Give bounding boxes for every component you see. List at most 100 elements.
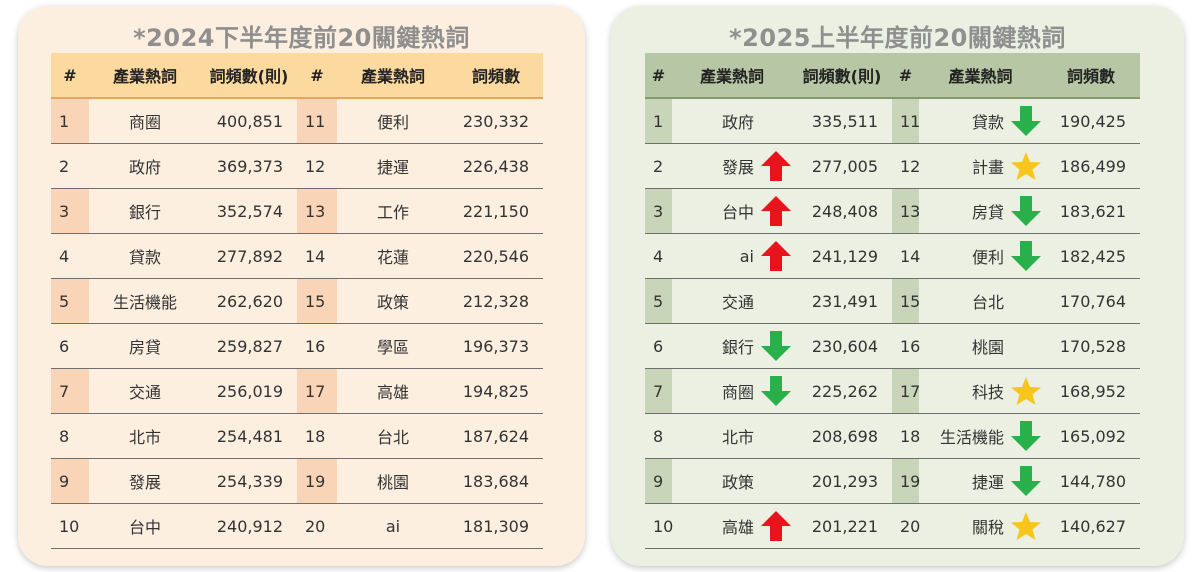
header-count: 詞頻數(則) <box>792 53 892 99</box>
count-cell: 183,621 <box>1042 188 1140 234</box>
table-row: 4 貸款 277,892 14 花蓮 220,546 <box>51 233 543 279</box>
panel-2025h1: *2025上半年度前20關鍵熱詞 # 產業熱詞 詞頻數(則) # 產業熱詞 詞頻… <box>611 6 1184 566</box>
table-row: 6 房貸 259,827 16 學區 196,373 <box>51 323 543 369</box>
keyword-with-trend: 交通 <box>722 285 792 317</box>
keyword-label: ai <box>739 246 754 266</box>
count-cell: 231,491 <box>792 278 892 324</box>
keyword-cell: 交通 <box>672 278 792 324</box>
keyword-cell: 捷運 <box>337 143 449 189</box>
table-row: 10 高雄 201,221 20 關稅 140,627 <box>645 503 1140 549</box>
rank-cell: 12 <box>297 143 337 189</box>
keyword-cell: 生活機能 <box>919 413 1042 459</box>
rank-cell: 8 <box>51 413 89 459</box>
rank-cell: 13 <box>892 188 920 234</box>
rank-cell: 9 <box>51 458 89 504</box>
header-keyword: 產業熱詞 <box>672 53 792 99</box>
table-row: 7 交通 256,019 17 高雄 194,825 <box>51 368 543 414</box>
keyword-label: 台北 <box>971 293 1004 312</box>
rank-cell: 1 <box>645 98 672 144</box>
count-cell: 221,150 <box>449 188 543 234</box>
keyword-label: 台中 <box>721 203 754 222</box>
rank-cell: 11 <box>892 98 920 144</box>
rank-cell: 6 <box>51 323 89 369</box>
rank-cell: 2 <box>645 143 672 189</box>
count-cell: 277,892 <box>201 233 297 279</box>
keyword-cell: 北市 <box>672 413 792 459</box>
arrow-up-icon <box>760 195 792 227</box>
count-cell: 254,339 <box>201 458 297 504</box>
keyword-cell: 桃園 <box>337 458 449 504</box>
arrow-down-icon <box>1010 240 1042 272</box>
header-keyword: 產業熱詞 <box>89 53 201 99</box>
keyword-cell: 貸款 <box>919 98 1042 144</box>
keyword-cell: 桃園 <box>919 323 1042 369</box>
count-cell: 170,528 <box>1042 323 1140 369</box>
arrow-down-icon <box>1010 105 1042 137</box>
keyword-cell: 高雄 <box>337 368 449 414</box>
arrow-down-icon <box>760 375 792 407</box>
table-row: 8 北市 254,481 18 台北 187,624 <box>51 413 543 459</box>
keyword-with-trend: 便利 <box>972 240 1042 272</box>
keyword-cell: 花蓮 <box>337 233 449 279</box>
count-cell: 248,408 <box>792 188 892 234</box>
table-row: 6 銀行 230,604 16 桃園 170,528 <box>645 323 1140 369</box>
table-row: 5 交通 231,491 15 台北 170,764 <box>645 278 1140 324</box>
rank-cell: 10 <box>645 503 673 549</box>
count-cell: 168,952 <box>1042 368 1140 414</box>
count-cell: 201,221 <box>792 503 892 549</box>
keyword-cell: 銀行 <box>672 323 792 369</box>
rank-cell: 17 <box>297 368 337 414</box>
rank-cell: 19 <box>297 458 337 504</box>
rank-cell: 16 <box>892 323 920 369</box>
header-rank: # <box>892 53 919 99</box>
table-row: 8 北市 208,698 18 生活機能 165,092 <box>645 413 1140 459</box>
rank-cell: 7 <box>645 368 672 414</box>
keyword-with-trend: 生活機能 <box>940 420 1042 452</box>
keyword-table: # 產業熱詞 詞頻數(則) # 產業熱詞 詞頻數 1 商圈 400,851 11 便利 2… <box>51 53 543 549</box>
header-count: 詞頻數 <box>449 53 543 99</box>
rank-cell: 15 <box>892 278 920 324</box>
keyword-label: 生活機能 <box>939 428 1004 447</box>
keyword-label: 便利 <box>971 248 1004 267</box>
count-cell: 181,309 <box>449 503 543 549</box>
keyword-cell: 房貸 <box>89 323 201 369</box>
rank-cell: 7 <box>51 368 89 414</box>
keyword-with-trend: 銀行 <box>722 330 792 362</box>
keyword-cell: 學區 <box>337 323 449 369</box>
keyword-with-trend: 台北 <box>972 285 1042 317</box>
rank-cell: 4 <box>645 233 672 279</box>
keyword-cell: 政府 <box>89 143 201 189</box>
keyword-cell: 科技 <box>919 368 1042 414</box>
count-cell: 187,624 <box>449 413 543 459</box>
count-cell: 262,620 <box>201 278 297 324</box>
keyword-with-trend: 計畫 <box>972 150 1042 182</box>
rank-cell: 2 <box>51 143 89 189</box>
rank-cell: 19 <box>892 458 920 504</box>
rank-cell: 16 <box>297 323 337 369</box>
keyword-cell: ai <box>337 503 449 549</box>
count-cell: 182,425 <box>1042 233 1140 279</box>
keyword-label: 房貸 <box>971 203 1004 222</box>
rank-cell: 13 <box>297 188 337 234</box>
count-cell: 220,546 <box>449 233 543 279</box>
keyword-cell: 生活機能 <box>89 278 201 324</box>
keyword-with-trend: 捷運 <box>972 465 1042 497</box>
count-cell: 226,438 <box>449 143 543 189</box>
count-cell: 352,574 <box>201 188 297 234</box>
count-cell: 241,129 <box>792 233 892 279</box>
star-icon <box>1010 510 1042 542</box>
count-cell: 369,373 <box>201 143 297 189</box>
table-header-row: # 產業熱詞 詞頻數(則) # 產業熱詞 詞頻數 <box>645 53 1140 99</box>
keyword-cell: 台中 <box>672 188 792 234</box>
count-cell: 277,005 <box>792 143 892 189</box>
star-icon <box>1010 150 1042 182</box>
keyword-label: 關稅 <box>971 518 1004 537</box>
rank-cell: 6 <box>645 323 672 369</box>
count-cell: 194,825 <box>449 368 543 414</box>
keyword-cell: 台北 <box>919 278 1042 324</box>
header-keyword: 產業熱詞 <box>337 53 449 99</box>
count-cell: 225,262 <box>792 368 892 414</box>
count-cell: 183,684 <box>449 458 543 504</box>
keyword-cell: 關稅 <box>919 503 1042 549</box>
count-cell: 256,019 <box>201 368 297 414</box>
